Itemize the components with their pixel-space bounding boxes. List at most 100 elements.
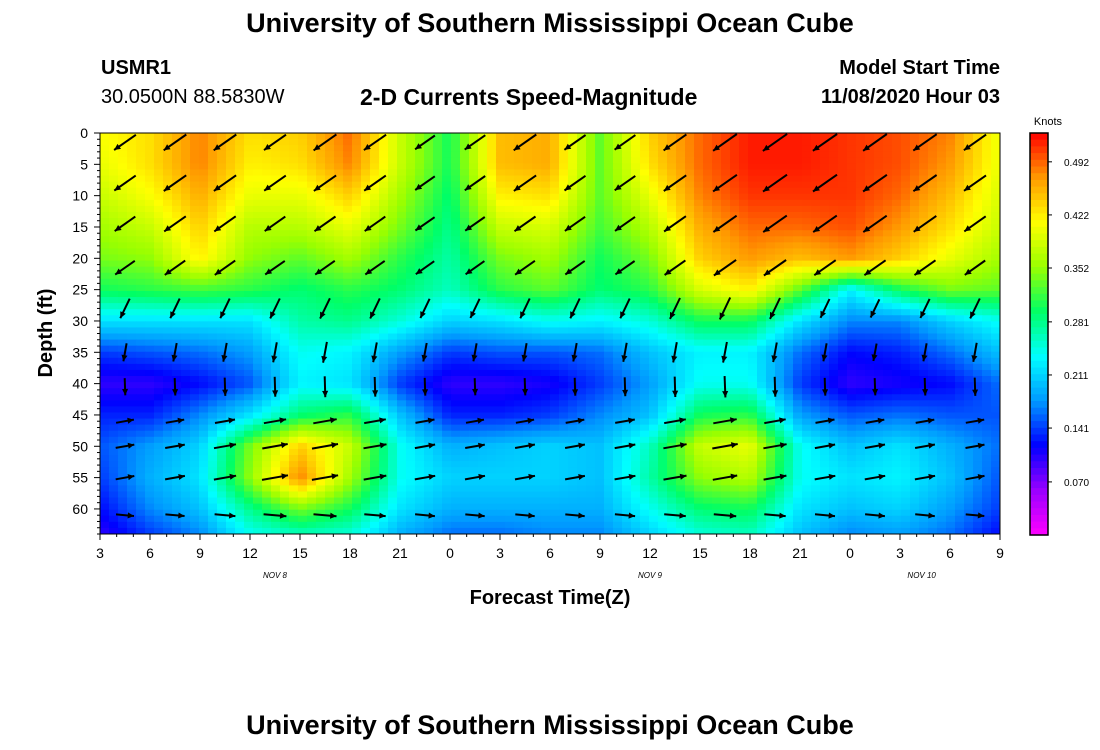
heatmap-cell xyxy=(136,345,146,353)
heatmap-cell xyxy=(658,157,668,164)
heatmap-cell xyxy=(550,363,560,371)
heatmap-cell xyxy=(406,199,416,207)
heatmap-cell xyxy=(658,284,668,292)
heatmap-cell xyxy=(613,430,623,438)
heatmap-cell xyxy=(874,327,884,335)
heatmap-cell xyxy=(262,309,272,316)
heatmap-cell xyxy=(298,290,308,298)
heatmap-cell xyxy=(883,187,893,195)
heatmap-cell xyxy=(730,224,740,231)
heatmap-cell xyxy=(964,278,974,286)
heatmap-cell xyxy=(550,333,560,341)
heatmap-cell xyxy=(568,430,578,438)
heatmap-cell xyxy=(595,321,605,329)
heatmap-cell xyxy=(316,321,326,329)
heatmap-cell xyxy=(280,218,290,225)
heatmap-cell xyxy=(199,278,209,286)
heatmap-cell xyxy=(280,406,290,414)
heatmap-cell xyxy=(244,339,254,347)
heatmap-cell xyxy=(235,418,245,426)
heatmap-cell xyxy=(667,376,677,383)
heatmap-cell xyxy=(145,290,155,298)
heatmap-cell xyxy=(127,339,137,347)
heatmap-cell xyxy=(802,175,812,183)
heatmap-cell xyxy=(244,187,254,195)
heatmap-cell xyxy=(757,272,767,280)
heatmap-cell xyxy=(568,187,578,195)
heatmap-cell xyxy=(613,327,623,335)
heatmap-cell xyxy=(316,351,326,359)
heatmap-cell xyxy=(982,254,992,262)
heatmap-cell xyxy=(154,382,164,389)
heatmap-cell xyxy=(829,376,839,383)
heatmap-cell xyxy=(559,151,569,158)
heatmap-cell xyxy=(730,357,740,365)
heatmap-cell xyxy=(676,242,686,250)
heatmap-cell xyxy=(541,242,551,250)
heatmap-cell xyxy=(640,351,650,359)
heatmap-cell xyxy=(577,205,587,213)
heatmap-cell xyxy=(640,169,650,177)
heatmap-cell xyxy=(802,181,812,189)
heatmap-cell xyxy=(469,254,479,262)
heatmap-cell xyxy=(289,388,299,395)
heatmap-cell xyxy=(181,376,191,383)
heatmap-cell xyxy=(955,230,965,237)
heatmap-cell xyxy=(676,297,686,304)
heatmap-cell xyxy=(334,145,344,152)
heatmap-cell xyxy=(199,242,209,250)
heatmap-cell xyxy=(172,309,182,316)
heatmap-cell xyxy=(973,315,983,322)
heatmap-cell xyxy=(946,272,956,280)
heatmap-cell xyxy=(982,236,992,243)
heatmap-cell xyxy=(811,290,821,298)
heatmap-cell xyxy=(685,199,695,207)
heatmap-cell xyxy=(469,151,479,158)
heatmap-cell xyxy=(622,254,632,262)
heatmap-cell xyxy=(604,363,614,371)
heatmap-cell xyxy=(505,260,515,268)
heatmap-cell xyxy=(469,430,479,438)
heatmap-cell xyxy=(847,290,857,298)
heatmap-cell xyxy=(244,175,254,183)
heatmap-cell xyxy=(298,254,308,262)
heatmap-cell xyxy=(910,339,920,347)
heatmap-cell xyxy=(757,363,767,371)
heatmap-cell xyxy=(487,406,497,414)
heatmap-cell xyxy=(946,406,956,414)
heatmap-cell xyxy=(514,315,524,322)
heatmap-cell xyxy=(577,248,587,256)
heatmap-cell xyxy=(955,333,965,341)
heatmap-cell xyxy=(550,151,560,158)
heatmap-cell xyxy=(244,193,254,201)
heatmap-cell xyxy=(676,187,686,195)
heatmap-cell xyxy=(640,345,650,353)
heatmap-cell xyxy=(145,181,155,189)
heatmap-cell xyxy=(253,211,263,219)
heatmap-cell xyxy=(955,248,965,256)
heatmap-cell xyxy=(622,169,632,177)
heatmap-cell xyxy=(730,339,740,347)
heatmap-cell xyxy=(649,169,659,177)
heatmap-cell xyxy=(757,303,767,310)
heatmap-cell xyxy=(334,412,344,420)
heatmap-cell xyxy=(694,290,704,298)
heatmap-cell xyxy=(820,211,830,219)
heatmap-cell xyxy=(856,242,866,250)
heatmap-cell xyxy=(946,205,956,213)
heatmap-cell xyxy=(199,309,209,316)
heatmap-cell xyxy=(757,242,767,250)
heatmap-cell xyxy=(901,412,911,420)
heatmap-cell xyxy=(172,382,182,389)
heatmap-cell xyxy=(865,297,875,304)
heatmap-cell xyxy=(109,351,119,359)
heatmap-cell xyxy=(811,369,821,377)
heatmap-cell xyxy=(433,339,443,347)
heatmap-cell xyxy=(901,236,911,243)
heatmap-cell xyxy=(784,181,794,189)
heatmap-cell xyxy=(478,157,488,164)
heatmap-cell xyxy=(712,303,722,310)
heatmap-cell xyxy=(316,205,326,213)
heatmap-cell xyxy=(181,290,191,298)
heatmap-cell xyxy=(433,145,443,152)
